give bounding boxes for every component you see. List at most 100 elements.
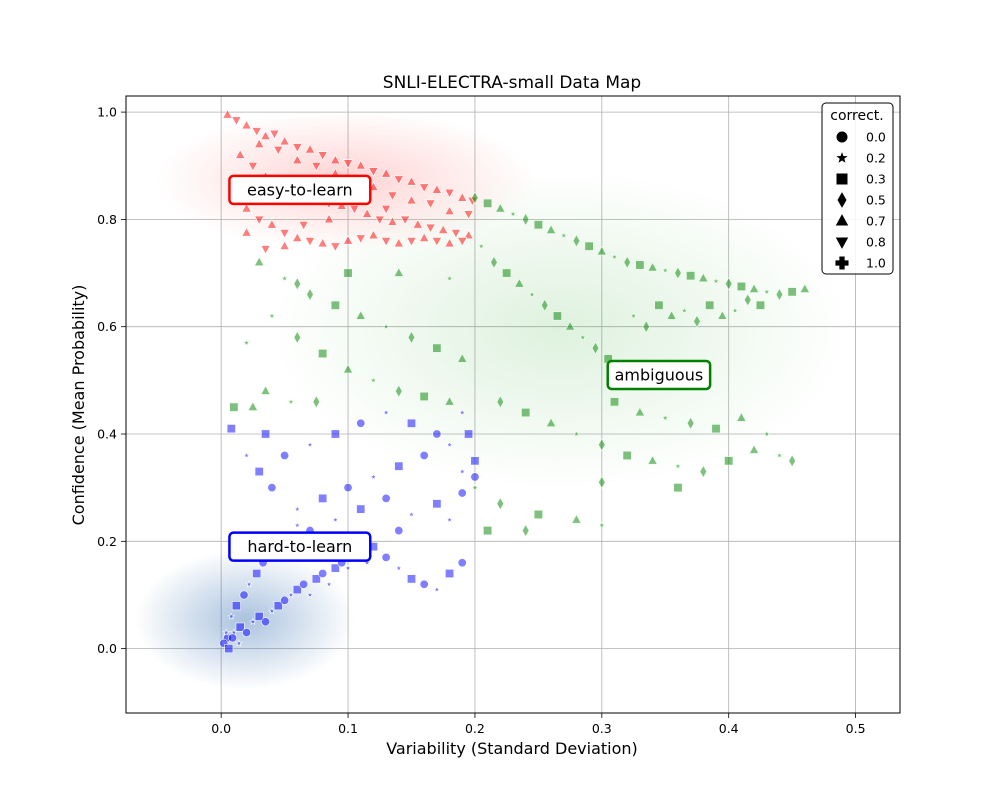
hard-to-learn-point xyxy=(242,628,252,638)
easy-to-learn-point xyxy=(222,109,233,119)
easy-to-learn-point xyxy=(444,188,455,199)
legend-title: correct. xyxy=(830,108,883,124)
ambiguous-point xyxy=(674,462,682,470)
ambiguous-point xyxy=(610,397,620,407)
hard-to-learn-point xyxy=(311,574,321,584)
hard-to-learn-point xyxy=(261,617,271,627)
easy-to-learn-point xyxy=(380,168,392,178)
easy-to-learn-point xyxy=(231,116,242,126)
ambiguous-point xyxy=(369,376,378,384)
hard-to-learn-point xyxy=(318,493,328,503)
ambiguous-point xyxy=(598,438,606,452)
hard-to-learn-point xyxy=(445,440,454,448)
x-tick-label: 0.3 xyxy=(592,721,612,736)
easy-to-learn-point xyxy=(387,191,398,201)
ambiguous-point xyxy=(647,262,658,272)
easy-to-learn-point xyxy=(380,205,392,215)
ambiguous-point xyxy=(280,274,289,282)
y-tick-label: 0.2 xyxy=(97,534,117,549)
ambiguous-point xyxy=(724,277,733,291)
ambiguous-point xyxy=(623,255,631,269)
easy-to-learn-point xyxy=(241,119,252,130)
hard-to-learn-point xyxy=(261,429,271,439)
ambiguous-point xyxy=(293,330,302,344)
easy-to-learn-point xyxy=(254,138,265,148)
ambiguous-point xyxy=(306,288,314,301)
easy-to-learn-point xyxy=(463,229,474,240)
ambiguous-point xyxy=(541,298,549,312)
ambiguous-point xyxy=(584,241,594,251)
easy-to-learn-point xyxy=(393,175,404,185)
hard-to-learn-point xyxy=(445,569,455,579)
hard-to-learn-point xyxy=(306,590,314,599)
hard-to-learn-point xyxy=(331,515,340,524)
ambiguous-point xyxy=(509,210,517,218)
easy-to-learn-point xyxy=(419,232,430,242)
ambiguous-point xyxy=(788,454,796,468)
hard-to-learn-point xyxy=(395,564,403,572)
ambiguous-point xyxy=(661,413,670,422)
easy-to-learn-point xyxy=(330,154,341,165)
ambiguous-point xyxy=(254,256,265,266)
ambiguous-point xyxy=(521,524,530,538)
easy-to-learn-point xyxy=(444,237,455,248)
legend-label: 0.0 xyxy=(866,130,886,145)
ambiguous-point xyxy=(242,338,251,347)
ambiguous-point xyxy=(545,417,557,427)
hard-to-learn-point xyxy=(344,564,352,572)
easy-to-learn-point xyxy=(431,237,442,247)
ambiguous-point xyxy=(634,406,646,417)
easy-to-learn-point xyxy=(406,176,417,186)
easy-to-learn-point xyxy=(279,229,290,239)
easy-to-learn-point xyxy=(457,192,468,202)
easy-to-learn-point xyxy=(355,234,366,244)
ambiguous-point xyxy=(490,255,498,269)
ambiguous-point xyxy=(502,268,512,278)
ambiguous-point xyxy=(598,521,606,529)
easy-to-learn-point xyxy=(241,203,252,213)
easy-to-learn-point xyxy=(279,135,290,146)
easy-to-learn-point xyxy=(368,229,379,240)
hard-to-learn-point xyxy=(273,601,283,611)
easy-to-learn-point xyxy=(336,200,347,210)
legend-marker-star xyxy=(836,152,848,163)
y-tick-label: 0.8 xyxy=(97,212,117,227)
ambiguous-point xyxy=(693,314,701,328)
legend-label: 0.7 xyxy=(866,214,886,229)
ambiguous-point xyxy=(355,310,366,320)
ambiguous-point xyxy=(395,384,403,398)
ambiguous-density-halo xyxy=(270,170,850,490)
y-tick-label: 0.0 xyxy=(97,641,117,656)
y-axis-label: Confidence (Mean Probability) xyxy=(69,285,88,526)
hard-to-learn-point xyxy=(433,585,441,593)
easy-to-learn-point xyxy=(311,162,322,172)
ambiguous-point xyxy=(247,401,259,411)
legend-label: 1.0 xyxy=(866,256,886,271)
ambiguous-point xyxy=(705,300,715,310)
ambiguous-point xyxy=(419,391,429,401)
hard-to-learn-point xyxy=(293,521,302,529)
x-tick-label: 0.2 xyxy=(465,721,485,736)
hard-to-learn-point xyxy=(382,408,390,416)
hard-to-learn-point xyxy=(239,590,249,600)
easy-to-learn-point xyxy=(368,167,379,177)
easy-to-learn-point xyxy=(323,213,335,224)
ambiguous-point xyxy=(744,293,752,307)
hard-to-learn-point xyxy=(406,574,416,584)
x-axis: 0.0 0.1 0.2 0.3 0.4 0.5 xyxy=(211,713,866,736)
ambiguous-point xyxy=(471,483,479,491)
ambiguous-point xyxy=(699,465,708,479)
ambiguous-point xyxy=(571,514,582,524)
y-tick-label: 0.4 xyxy=(97,427,117,442)
legend-marker-diamond xyxy=(837,192,847,208)
hard-to-learn-point xyxy=(228,633,238,643)
easy-to-learn-point xyxy=(266,219,278,229)
plot-frame xyxy=(125,95,901,714)
easy-to-learn-point xyxy=(269,129,280,140)
ambiguous-point xyxy=(552,311,562,321)
ambiguous-point xyxy=(445,274,454,282)
ambiguous-point xyxy=(432,343,442,353)
ambiguous-point xyxy=(496,395,505,409)
ambiguous-point xyxy=(674,266,682,280)
